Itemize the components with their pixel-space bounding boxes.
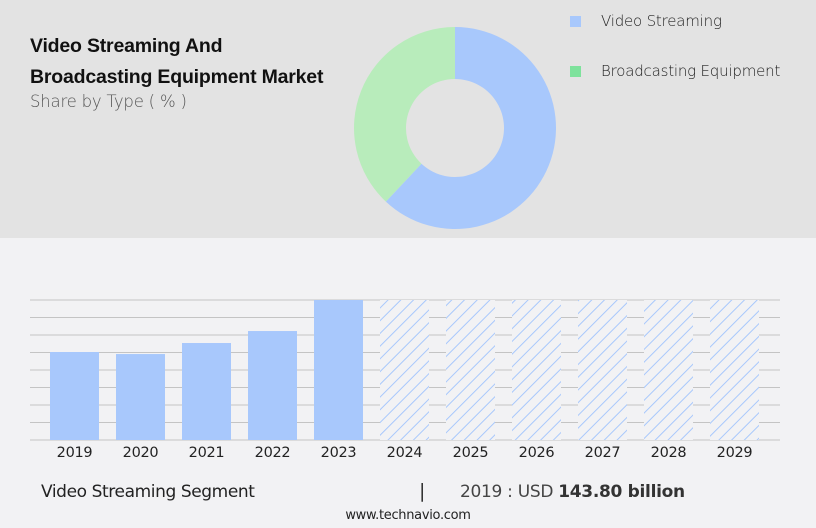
- x-axis-label: 2027: [584, 445, 621, 461]
- donut-slice-broadcasting-equipment: [354, 27, 455, 202]
- segment-value-prefix: 2019 : USD: [460, 482, 559, 502]
- forecast-bar-2027: [578, 300, 627, 440]
- title-line-2: Broadcasting Equipment Market: [30, 66, 324, 88]
- x-axis-label: 2026: [518, 445, 555, 461]
- forecast-bar-2026: [512, 300, 561, 440]
- legend-label: Video Streaming: [601, 12, 722, 30]
- bar-2022: [248, 331, 297, 440]
- legend-item-video-streaming: Video Streaming: [570, 12, 722, 30]
- segment-label: Video Streaming Segment: [41, 482, 255, 502]
- forecast-bar-2029: [710, 300, 759, 440]
- bar-2023: [314, 300, 363, 440]
- donut-slice-video-streaming: [385, 27, 557, 229]
- bar-chart: [30, 299, 780, 441]
- chart-title: Video Streaming And Broadcasting Equipme…: [30, 31, 323, 93]
- x-axis-label: 2028: [650, 445, 687, 461]
- x-axis-label: 2019: [56, 445, 93, 461]
- legend-item-broadcasting-equipment: Broadcasting Equipment: [570, 62, 780, 80]
- segment-value: 2019 : USD 143.80 billion: [460, 482, 685, 502]
- x-axis-label: 2023: [320, 445, 357, 461]
- legend-swatch-video-streaming: [570, 15, 581, 27]
- legend-label: Broadcasting Equipment: [601, 62, 781, 80]
- donut-chart: [354, 27, 557, 229]
- bar-2019: [50, 352, 99, 440]
- x-axis-label: 2025: [452, 445, 489, 461]
- x-axis-label: 2022: [254, 445, 291, 461]
- legend-swatch-broadcasting-equipment: [570, 65, 581, 77]
- segment-value-amount: 143.80 billion: [558, 482, 685, 502]
- x-axis-label: 2029: [716, 445, 753, 461]
- title-line-1: Video Streaming And: [30, 35, 223, 57]
- forecast-bar-2028: [644, 300, 693, 440]
- x-axis-label: 2020: [122, 445, 159, 461]
- forecast-bar-2025: [446, 300, 495, 440]
- bar-2021: [182, 343, 231, 440]
- source-link[interactable]: www.technavio.com: [345, 508, 471, 523]
- footer-separator: |: [419, 480, 426, 502]
- forecast-bar-2024: [380, 300, 429, 440]
- x-axis-label: 2024: [386, 445, 423, 461]
- bar-2020: [116, 354, 165, 440]
- x-axis-label: 2021: [188, 445, 225, 461]
- chart-subtitle: Share by Type ( % ): [30, 92, 187, 111]
